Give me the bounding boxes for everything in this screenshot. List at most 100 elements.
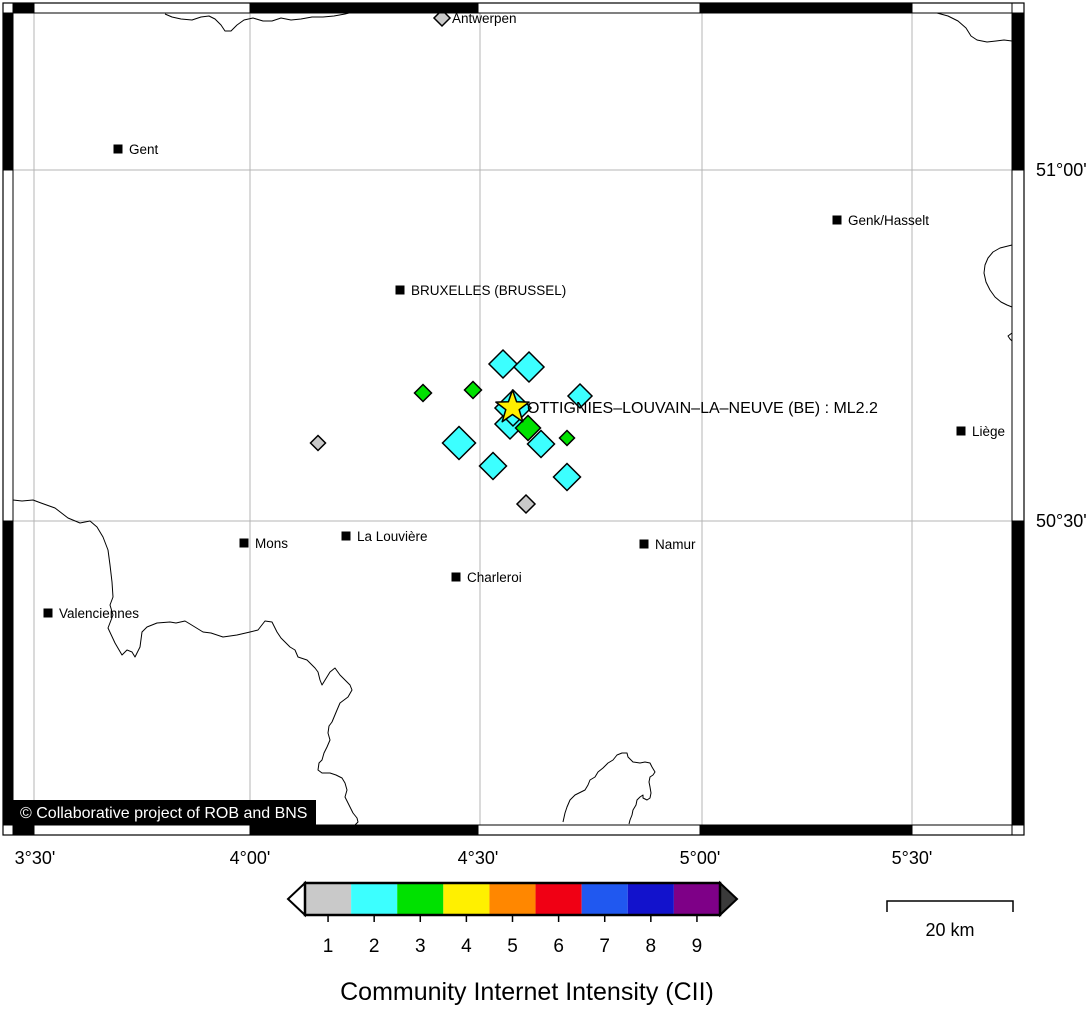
intensity-diamond-cii2 — [566, 382, 594, 410]
colorbar-segment-4 — [443, 883, 490, 915]
x-axis-label: 3°30' — [15, 848, 56, 868]
frame-segment-bottom — [249, 824, 479, 836]
frame-segment-right — [1011, 520, 1025, 826]
colorbar-segment-6 — [535, 883, 582, 915]
x-axis-label: 5°00' — [680, 848, 721, 868]
frame-inner-line — [12, 12, 1013, 826]
colorbar-segment-7 — [581, 883, 628, 915]
city-label: Namur — [655, 537, 696, 552]
intensity-diamond-cii2 — [526, 429, 556, 459]
colorbar-tick-label: 6 — [553, 936, 564, 957]
city-label: Charleroi — [467, 570, 522, 585]
frame-segment-top — [33, 2, 251, 14]
country-border — [936, 12, 1013, 43]
city-marker — [239, 538, 249, 548]
country-border — [1007, 332, 1013, 342]
frame-segment-left — [2, 2, 14, 14]
city-marker — [113, 144, 123, 154]
scalebar-label: 20 km — [925, 920, 974, 940]
observations-layer — [309, 8, 594, 515]
copyright-text: © Collaborative project of ROB and BNS — [20, 805, 307, 822]
city-label: BRUXELLES (BRUSSEL) — [411, 283, 566, 298]
colorbar-segment-1 — [305, 883, 352, 915]
colorbar-tick-label: 8 — [646, 936, 657, 957]
colorbar-tick-label: 9 — [692, 936, 703, 957]
city-marker — [395, 285, 405, 295]
country-border — [562, 752, 656, 825]
city-marker — [341, 531, 351, 541]
intensity-diamond-cii3 — [463, 380, 483, 400]
y-axis-label: 50°30' — [1036, 511, 1087, 531]
frame-segment-right — [1011, 169, 1025, 522]
x-axis-label: 5°30' — [892, 848, 933, 868]
frame-segment-bottom — [33, 824, 251, 836]
colorbar-tick-label: 4 — [461, 936, 472, 957]
map-title: Community Internet Intensity (CII) — [340, 978, 714, 1006]
frame-segment-top — [249, 2, 479, 14]
frame-segment-left — [2, 169, 14, 522]
scalebar-bracket — [886, 900, 1014, 912]
colorbar-segment-5 — [489, 883, 536, 915]
intensity-diamond-cii3 — [413, 383, 433, 403]
frame-layer — [2, 2, 1025, 836]
colorbar-tick-label: 2 — [369, 936, 380, 957]
colorbar-right-arrow — [719, 880, 739, 918]
city-label: Mons — [255, 536, 288, 551]
city-label: La Louvière — [357, 529, 428, 544]
intensity-diamond-cii2 — [512, 350, 546, 384]
intensity-diamond-cii1 — [309, 434, 327, 452]
frame-segment-bottom — [477, 824, 701, 836]
borders-layer — [12, 11, 1013, 826]
x-axis-label: 4°30' — [458, 848, 499, 868]
frame-segment-right — [1011, 2, 1025, 14]
frame-outer-line — [2, 2, 1025, 836]
intensity-diamond-cii3 — [558, 429, 576, 447]
city-label: Antwerpen — [452, 11, 517, 26]
copyright-bar — [12, 800, 316, 825]
intensity-diamond-cii2 — [552, 462, 582, 492]
frame-segment-left — [2, 12, 14, 171]
frame-segment-left — [2, 824, 14, 836]
frame-segment-bottom — [911, 824, 1013, 836]
frame-segment-bottom — [12, 824, 35, 836]
intensity-diamond-cii2 — [487, 348, 519, 380]
intensity-diamond-cii2 — [478, 451, 508, 481]
x-axis-label: 4°00' — [230, 848, 271, 868]
colorbar-segment-2 — [351, 883, 398, 915]
gridlines-layer — [13, 13, 1012, 825]
frame-segment-right — [1011, 824, 1025, 836]
intensity-diamond-cii2 — [441, 425, 477, 461]
colorbar-left-arrow — [286, 880, 306, 918]
colorbar-segment-9 — [673, 883, 720, 915]
epicenter-label: OTTIGNIES–LOUVAIN–LA–NEUVE (BE) : ML2.2 — [527, 400, 878, 417]
intensity-diamond-cii1 — [432, 8, 452, 28]
city-label: Liège — [972, 424, 1005, 439]
frame-segment-bottom — [699, 824, 913, 836]
city-label: Valenciennes — [59, 606, 139, 621]
city-marker — [956, 426, 966, 436]
country-border — [164, 11, 354, 32]
scalebar-layer — [886, 900, 1014, 912]
y-axis-label: 51°00' — [1036, 160, 1087, 180]
city-marker — [639, 539, 649, 549]
epicenter-layer — [495, 389, 530, 423]
colorbar-tick-label: 1 — [323, 936, 334, 957]
colorbar-segment-3 — [397, 883, 444, 915]
frame-segment-left — [2, 520, 14, 826]
frame-segment-top — [477, 2, 701, 14]
city-label: Genk/Hasselt — [848, 213, 929, 228]
colorbar-tick-label: 5 — [507, 936, 518, 957]
intensity-diamond-cii1 — [515, 493, 537, 515]
colorbar-tick-label: 7 — [599, 936, 610, 957]
country-border — [12, 499, 359, 826]
frame-segment-top — [12, 2, 35, 14]
colorbar-segment-8 — [627, 883, 674, 915]
epicenter-star — [495, 389, 530, 423]
frame-segment-right — [1011, 12, 1025, 171]
cities-layer: Antwerpen Gent Genk/Hasselt BRUXELLES (BRUS… — [43, 11, 1005, 621]
frame-segment-top — [911, 2, 1013, 14]
city-marker — [43, 608, 53, 618]
city-marker — [832, 215, 842, 225]
